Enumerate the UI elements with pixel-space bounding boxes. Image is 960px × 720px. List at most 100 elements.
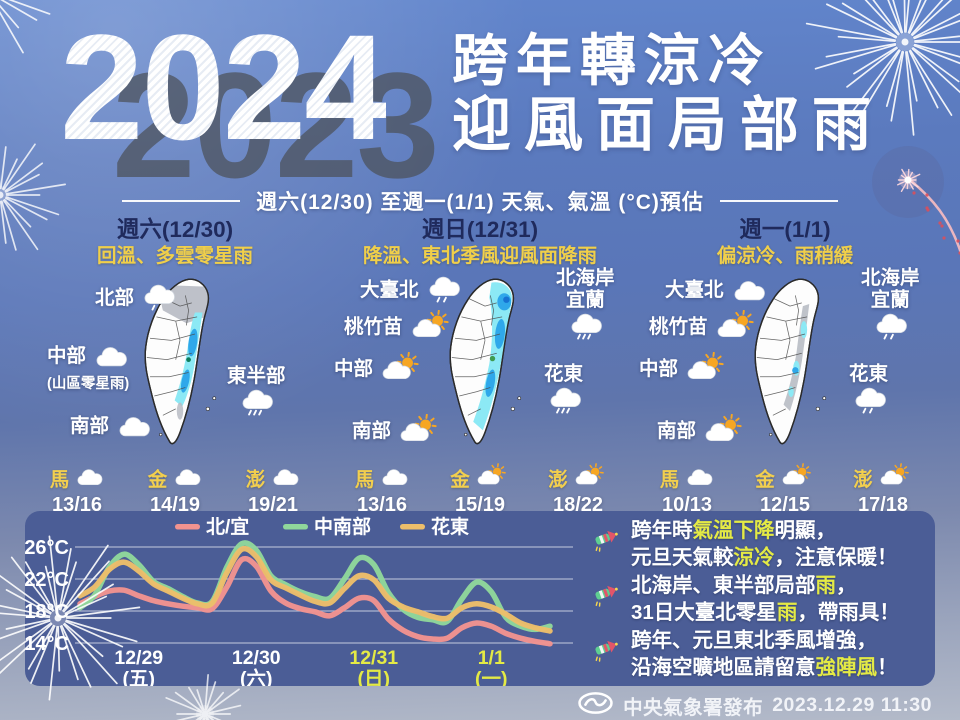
offshore-islands-row: 馬 10/13 金 12/15 澎 17/18 bbox=[635, 462, 935, 517]
map-zone: 大臺北 北海岸 宜蘭 桃竹苗 中部 花東 南部 bbox=[330, 267, 630, 458]
cloud-drizzle-icon bbox=[144, 284, 175, 311]
ghost-year-text: 2023 bbox=[112, 50, 440, 200]
region-label: 大臺北 bbox=[360, 278, 419, 301]
taiwan-map bbox=[144, 278, 217, 445]
note-text: 跨年、元旦東北季風增強， 沿海空曠地區請留意強陣風！ bbox=[631, 629, 898, 679]
region-necoast: 北海岸 宜蘭 bbox=[861, 267, 920, 342]
cloud-rain-icon bbox=[550, 387, 581, 414]
island-name: 金 bbox=[147, 468, 168, 491]
panel-day-summary: 降溫、東北季風迎風面降雨 bbox=[362, 245, 597, 267]
island-temp: 13/16 bbox=[51, 494, 103, 516]
region-label: 中部 bbox=[334, 357, 374, 380]
region-label: 花東 bbox=[849, 363, 889, 385]
region-huadong: 花東 bbox=[849, 363, 889, 416]
headline-line1: 跨年轉涼冷 bbox=[452, 29, 772, 92]
cloud-icon bbox=[77, 469, 103, 486]
region-central2: 中部 bbox=[334, 352, 424, 387]
region-label: 北部 bbox=[95, 286, 135, 309]
island-name: 馬 bbox=[659, 468, 680, 491]
taiwan-map bbox=[754, 278, 827, 445]
island-temp: 19/21 bbox=[247, 494, 299, 516]
sun-cloud-icon bbox=[412, 310, 449, 337]
note-1: 跨年時氣溫下降明顯， 元旦天氣較涼冷，注意保暖！ bbox=[592, 518, 935, 571]
svg-text:1/1: 1/1 bbox=[478, 647, 505, 669]
svg-text:(五): (五) bbox=[123, 668, 156, 686]
footer-datetime: 2023.12.29 11:30 bbox=[772, 694, 932, 716]
region-huadong: 花東 bbox=[544, 363, 584, 416]
island-澎: 澎 19/21 bbox=[234, 462, 312, 517]
svg-text:(日): (日) bbox=[358, 668, 391, 686]
region-south2: 南部 bbox=[657, 414, 747, 449]
forecast-panel-2: 週日(12/31) 降溫、東北季風迎風面降雨 大臺北 北海岸 宜蘭 桃竹苗 中部 花東 南部馬… bbox=[330, 216, 630, 517]
firecracker-icon bbox=[595, 530, 618, 552]
firecracker-icon bbox=[595, 585, 618, 607]
firecracker-icon bbox=[595, 640, 618, 662]
island-name: 金 bbox=[755, 468, 775, 491]
island-金: 金 14/19 bbox=[136, 462, 214, 517]
headline: 跨年轉涼冷 迎風面局部雨 bbox=[452, 29, 884, 159]
sun-cloud-icon bbox=[782, 463, 811, 485]
note-2: 北海岸、東半部局部雨， 31日大臺北零星雨，帶雨具！ bbox=[592, 573, 935, 626]
region-label: 花東 bbox=[544, 363, 584, 385]
map-zone: 大臺北 北海岸 宜蘭 桃竹苗 中部 花東 南部 bbox=[635, 267, 935, 458]
panel-day-summary: 回溫、多雲零星雨 bbox=[96, 245, 253, 267]
subtitle-text: 週六(12/30) 至週一(1/1) 天氣、氣溫 (°C)預估 bbox=[256, 191, 704, 214]
island-temp: 10/13 bbox=[661, 494, 713, 516]
taiwan-map bbox=[449, 278, 522, 445]
svg-text:(一): (一) bbox=[475, 668, 508, 686]
cloud-drizzle-icon bbox=[429, 276, 460, 303]
cwa-logo-icon bbox=[577, 691, 614, 720]
subtitle-rule-left bbox=[122, 199, 241, 203]
region-label: 東半部 bbox=[227, 365, 286, 387]
cloud-drizzle-icon bbox=[855, 387, 886, 414]
note-text: 北海岸、東半部局部雨， 31日大臺北零星雨，帶雨具！ bbox=[631, 574, 900, 624]
sun-cloud-icon bbox=[477, 463, 506, 485]
svg-text:12/30: 12/30 bbox=[232, 647, 281, 669]
svg-text:(六): (六) bbox=[240, 667, 273, 686]
svg-text:12/31: 12/31 bbox=[349, 647, 398, 669]
island-name: 澎 bbox=[548, 468, 568, 491]
bottom-panel: 26°C 22°C 18°C 14°C 北/宜 中南部 花東 12/29 (五) 12/30 (六)… bbox=[24, 511, 935, 690]
forecast-panel-3: 週一(1/1) 偏涼冷、雨稍緩 大臺北 北海岸 宜蘭 桃竹苗 中部 花東 南部馬 10/13 金 1… bbox=[635, 216, 935, 517]
cloud-icon bbox=[96, 347, 127, 367]
region-label: 桃竹苗 bbox=[344, 315, 403, 338]
island-name: 馬 bbox=[354, 468, 375, 491]
region-taoyuan: 桃竹苗 bbox=[344, 310, 454, 345]
panel-day-summary: 偏涼冷、雨稍緩 bbox=[716, 245, 854, 267]
cloud-icon bbox=[734, 281, 765, 301]
island-temp: 13/16 bbox=[356, 494, 408, 516]
cloud-icon bbox=[687, 469, 713, 486]
region-note: (山區零星雨) bbox=[47, 376, 130, 392]
island-temp: 15/19 bbox=[454, 494, 506, 516]
region-label: 桃竹苗 bbox=[649, 315, 708, 338]
island-name: 澎 bbox=[245, 468, 266, 491]
footer-agency: 中央氣象署發布 bbox=[623, 697, 764, 719]
cloud-icon bbox=[175, 469, 201, 486]
forecast-panel-1: 週六(12/30) 回溫、多雲零星雨 北部 中部 (山區零星雨) 東半部 南部馬 13/16… bbox=[25, 216, 325, 517]
sun-cloud-icon bbox=[687, 352, 724, 379]
svg-text:18°C: 18°C bbox=[25, 601, 69, 623]
island-temp: 12/15 bbox=[759, 494, 811, 516]
island-澎: 澎 17/18 bbox=[844, 462, 922, 517]
region-label: 南部 bbox=[657, 419, 697, 442]
region-label: 中部 bbox=[47, 344, 87, 367]
cloud-rain-icon bbox=[242, 389, 274, 416]
note-3: 跨年、元旦東北季風增強， 沿海空曠地區請留意強陣風！ bbox=[592, 628, 935, 681]
sun-cloud-icon bbox=[880, 463, 909, 485]
region-label: 大臺北 bbox=[665, 278, 724, 301]
svg-text:22°C: 22°C bbox=[25, 569, 69, 591]
map-zone: 北部中部 (山區零星雨) 東半部南部 bbox=[25, 272, 325, 458]
cloud-rain-icon bbox=[571, 313, 603, 340]
region-taipei: 大臺北 bbox=[360, 276, 462, 305]
cloud-drizzle-icon bbox=[876, 313, 908, 340]
region-label: 北海岸 宜蘭 bbox=[556, 267, 615, 311]
offshore-islands-row: 馬 13/16 金 14/19 澎 19/21 bbox=[25, 462, 325, 517]
island-temp: 18/22 bbox=[552, 494, 604, 516]
region-north: 北部 bbox=[95, 284, 177, 313]
sun-cloud-icon bbox=[400, 414, 437, 441]
cloud-icon bbox=[273, 469, 299, 486]
region-taoyuan: 桃竹苗 bbox=[649, 310, 759, 345]
svg-text:12/29: 12/29 bbox=[114, 647, 163, 669]
region-south: 南部 bbox=[70, 412, 152, 441]
